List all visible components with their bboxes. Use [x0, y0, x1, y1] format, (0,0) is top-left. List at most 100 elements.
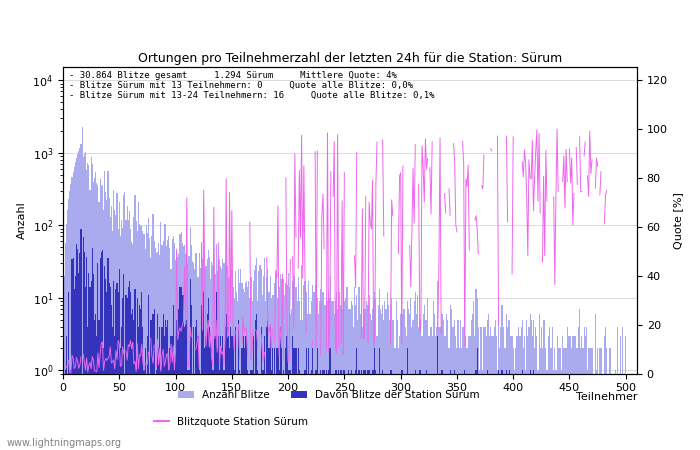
Bar [208, 250, 209, 450]
Bar [113, 190, 114, 450]
Bar [449, 305, 451, 450]
Bar [125, 220, 127, 450]
Bar [398, 348, 399, 450]
Bar [605, 327, 606, 450]
Bar [464, 370, 466, 450]
Bar [445, 336, 446, 450]
Bar [533, 320, 534, 450]
Bar [305, 348, 307, 450]
Bar [111, 206, 112, 450]
Bar [526, 320, 527, 450]
Bar [440, 370, 442, 450]
Bar [320, 289, 321, 450]
Bar [104, 171, 105, 450]
Bar [274, 283, 275, 450]
Bar [219, 259, 220, 450]
Bar [105, 192, 106, 450]
Bar [141, 292, 142, 450]
Bar [573, 336, 575, 450]
Bar [221, 348, 223, 450]
Bar [90, 281, 92, 450]
Bar [383, 320, 384, 450]
Bar [157, 252, 158, 450]
Bar [360, 309, 362, 450]
Bar [214, 336, 216, 450]
Bar [122, 228, 123, 450]
Bar [568, 336, 569, 450]
Bar [159, 327, 160, 450]
Bar [534, 348, 535, 450]
Bar [69, 191, 70, 450]
Bar [145, 249, 146, 450]
Bar [267, 269, 268, 450]
Bar [99, 179, 101, 450]
Bar [80, 144, 82, 450]
Bar [71, 177, 73, 450]
Bar [164, 224, 165, 450]
Bar [111, 305, 112, 450]
Bar [538, 314, 540, 450]
Bar [105, 279, 106, 450]
Bar [433, 301, 434, 450]
Bar [136, 231, 138, 450]
Bar [234, 327, 236, 450]
Bar [66, 336, 67, 450]
Bar [219, 370, 220, 450]
Bar [309, 314, 310, 450]
Bar [77, 249, 78, 450]
Bar [130, 229, 131, 450]
Bar [80, 229, 82, 450]
Bar [99, 258, 101, 450]
Bar [232, 287, 234, 450]
Bar [238, 320, 239, 450]
Bar [419, 314, 420, 450]
Bar [223, 263, 225, 450]
Bar [293, 295, 294, 450]
Bar [515, 348, 516, 450]
Bar [424, 305, 425, 450]
Bar [428, 336, 429, 450]
Bar [369, 295, 370, 450]
Bar [452, 327, 453, 450]
Bar [353, 327, 354, 450]
Bar [542, 348, 543, 450]
Bar [393, 320, 395, 450]
Bar [494, 327, 495, 450]
Bar [334, 314, 335, 450]
Bar [210, 279, 211, 450]
Bar [101, 252, 102, 450]
Bar [423, 314, 424, 450]
Bar [321, 301, 323, 450]
Legend: Anzahl Blitze, Davon Blitze der Station Sürum: Anzahl Blitze, Davon Blitze der Station … [174, 386, 484, 404]
Bar [186, 320, 188, 450]
Text: www.lightningmaps.org: www.lightningmaps.org [7, 438, 122, 448]
Bar [133, 217, 134, 450]
Bar [67, 210, 68, 450]
Bar [73, 172, 74, 450]
Bar [363, 370, 364, 450]
Bar [508, 320, 510, 450]
Bar [206, 314, 208, 450]
Bar [179, 234, 181, 450]
Bar [120, 236, 121, 450]
Bar [164, 336, 165, 450]
Bar [96, 184, 97, 450]
Bar [277, 298, 279, 450]
Bar [294, 276, 295, 450]
Bar [116, 193, 118, 450]
Bar [426, 370, 427, 450]
Bar [142, 327, 144, 450]
Bar [547, 336, 549, 450]
Bar [82, 126, 83, 450]
Bar [375, 298, 377, 450]
Bar [559, 348, 560, 450]
Bar [582, 348, 584, 450]
Bar [95, 314, 96, 450]
Bar [468, 336, 469, 450]
Bar [223, 370, 225, 450]
Bar [197, 278, 199, 450]
Bar [486, 320, 488, 450]
Bar [507, 327, 508, 450]
Bar [102, 250, 103, 450]
Bar [426, 320, 427, 450]
